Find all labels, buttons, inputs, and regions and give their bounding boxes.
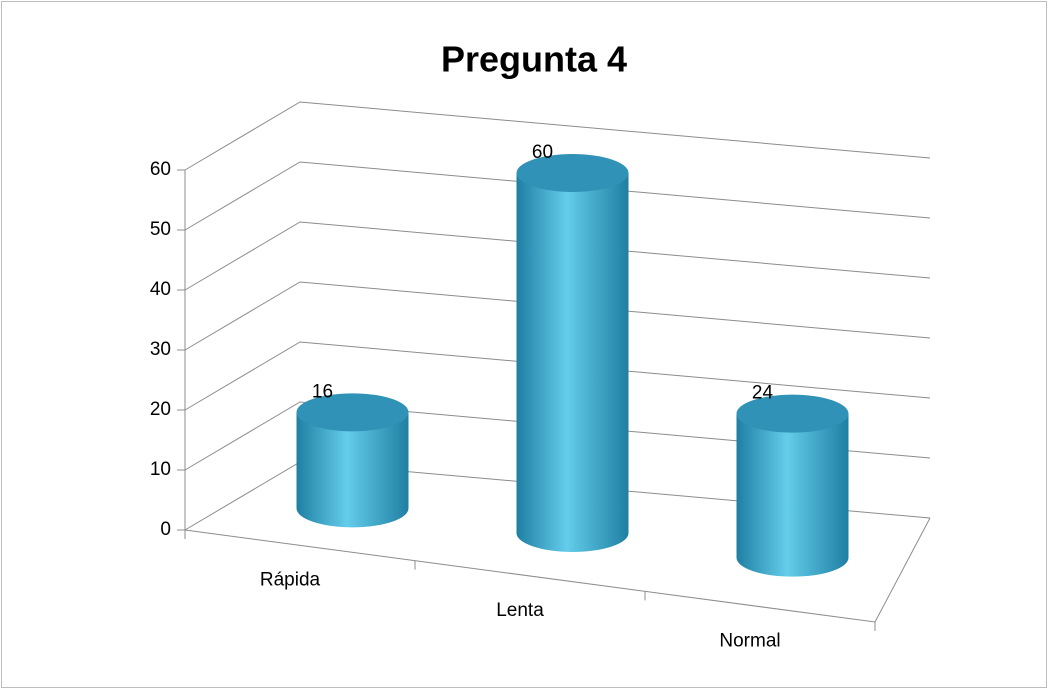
- y-tick-label: 10: [150, 459, 171, 480]
- y-tick-label: 0: [160, 519, 171, 540]
- x-tick-label: Normal: [719, 631, 780, 652]
- cylinder-top: [736, 394, 849, 433]
- data-label: 16: [312, 381, 333, 402]
- grid-line: [184, 161, 931, 231]
- chart-title: Pregunta 4: [441, 39, 627, 80]
- cylinder-top: [296, 393, 409, 432]
- x-tick-label: Rápida: [260, 569, 321, 590]
- cylinder-body: [736, 413, 849, 577]
- y-tick-label: 40: [150, 279, 171, 300]
- cylinder: [296, 393, 409, 528]
- cylinder-top: [516, 154, 629, 192]
- cylinder-body: [516, 173, 629, 552]
- cylinder-body: [296, 412, 409, 528]
- x-tick-label: Lenta: [496, 600, 544, 621]
- data-label: 60: [532, 142, 553, 163]
- grid-line: [184, 221, 931, 291]
- grid-line: [184, 281, 931, 351]
- cylinder: [736, 394, 849, 577]
- y-tick-label: 30: [150, 339, 171, 360]
- cylinder: [516, 154, 629, 552]
- y-tick-label: 50: [150, 219, 171, 240]
- data-label: 24: [752, 383, 774, 404]
- grid-line: [184, 341, 931, 411]
- y-tick-label: 20: [150, 399, 171, 420]
- y-tick-label: 60: [150, 159, 171, 180]
- grid-line: [184, 401, 931, 471]
- grid-line: [184, 101, 931, 171]
